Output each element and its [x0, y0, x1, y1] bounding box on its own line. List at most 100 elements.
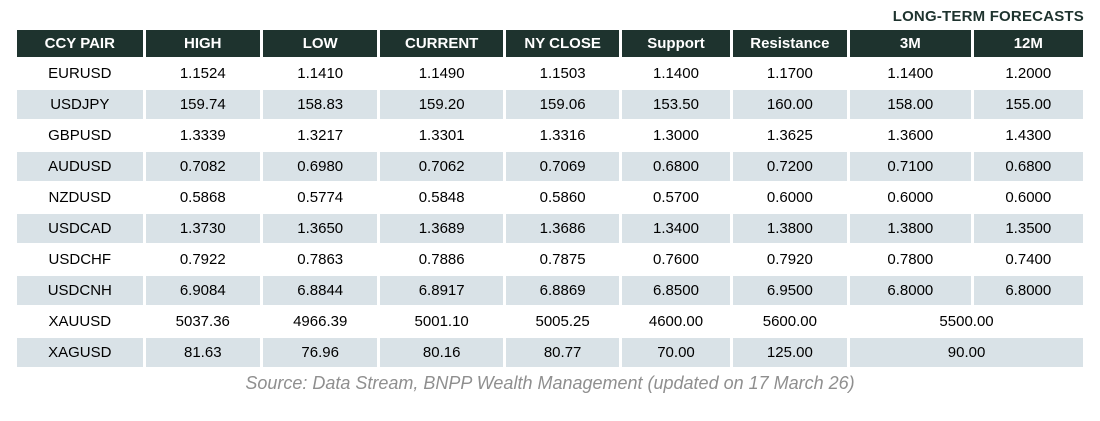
cell-12m: 0.6800	[973, 152, 1083, 181]
cell-current: 1.1490	[380, 59, 503, 88]
cell-ny-close: 0.7069	[505, 152, 620, 181]
cell-pair: NZDUSD	[17, 183, 143, 212]
banner-row: LONG-TERM FORECASTS	[14, 6, 1086, 28]
cell-support: 6.8500	[622, 276, 730, 305]
cell-12m: 6.8000	[973, 276, 1083, 305]
cell-resistance: 160.00	[732, 90, 848, 119]
cell-ny-close: 159.06	[505, 90, 620, 119]
cell-current: 80.16	[380, 338, 503, 367]
column-header-resistance: Resistance	[732, 30, 848, 57]
cell-3m: 1.1400	[850, 59, 971, 88]
cell-12m: 0.7400	[973, 245, 1083, 274]
cell-resistance: 5600.00	[732, 307, 848, 336]
cell-low: 1.1410	[262, 59, 378, 88]
cell-current: 1.3689	[380, 214, 503, 243]
cell-current: 1.3301	[380, 121, 503, 150]
cell-12m: 155.00	[973, 90, 1083, 119]
column-header-low: LOW	[262, 30, 378, 57]
cell-3m: 6.8000	[850, 276, 971, 305]
cell-low: 76.96	[262, 338, 378, 367]
cell-support: 1.3400	[622, 214, 730, 243]
cell-high: 81.63	[145, 338, 260, 367]
column-header-current: CURRENT	[380, 30, 503, 57]
header-row: CCY PAIR HIGH LOW CURRENT NY CLOSE Suppo…	[17, 30, 1083, 57]
cell-low: 0.5774	[262, 183, 378, 212]
cell-resistance: 125.00	[732, 338, 848, 367]
cell-high: 5037.36	[145, 307, 260, 336]
cell-12m: 0.6000	[973, 183, 1083, 212]
cell-low: 1.3650	[262, 214, 378, 243]
cell-high: 1.3730	[145, 214, 260, 243]
cell-ny-close: 1.1503	[505, 59, 620, 88]
column-header-3m: 3M	[850, 30, 971, 57]
cell-3m: 158.00	[850, 90, 971, 119]
cell-support: 0.6800	[622, 152, 730, 181]
cell-ny-close: 0.5860	[505, 183, 620, 212]
cell-forecast-merged: 5500.00	[850, 307, 1083, 336]
column-header-high: HIGH	[145, 30, 260, 57]
cell-high: 6.9084	[145, 276, 260, 305]
cell-support: 0.7600	[622, 245, 730, 274]
cell-low: 0.7863	[262, 245, 378, 274]
cell-low: 0.6980	[262, 152, 378, 181]
cell-pair: XAUUSD	[17, 307, 143, 336]
column-header-12m: 12M	[973, 30, 1083, 57]
table-body: EURUSD 1.1524 1.1410 1.1490 1.1503 1.140…	[17, 59, 1083, 367]
cell-pair: USDCAD	[17, 214, 143, 243]
table-row-usdcnh: USDCNH 6.9084 6.8844 6.8917 6.8869 6.850…	[17, 276, 1083, 305]
cell-current: 5001.10	[380, 307, 503, 336]
table-header: CCY PAIR HIGH LOW CURRENT NY CLOSE Suppo…	[17, 30, 1083, 57]
cell-resistance: 0.6000	[732, 183, 848, 212]
cell-support: 4600.00	[622, 307, 730, 336]
cell-current: 0.5848	[380, 183, 503, 212]
table-row-gbpusd: GBPUSD 1.3339 1.3217 1.3301 1.3316 1.300…	[17, 121, 1083, 150]
table-row-usdchf: USDCHF 0.7922 0.7863 0.7886 0.7875 0.760…	[17, 245, 1083, 274]
cell-high: 0.7082	[145, 152, 260, 181]
cell-3m: 0.6000	[850, 183, 971, 212]
cell-ny-close: 0.7875	[505, 245, 620, 274]
cell-current: 159.20	[380, 90, 503, 119]
cell-3m: 0.7800	[850, 245, 971, 274]
cell-forecast-merged: 90.00	[850, 338, 1083, 367]
cell-3m: 1.3800	[850, 214, 971, 243]
cell-3m: 1.3600	[850, 121, 971, 150]
cell-current: 0.7062	[380, 152, 503, 181]
cell-pair: AUDUSD	[17, 152, 143, 181]
cell-support: 1.3000	[622, 121, 730, 150]
cell-ny-close: 6.8869	[505, 276, 620, 305]
cell-low: 6.8844	[262, 276, 378, 305]
cell-ny-close: 80.77	[505, 338, 620, 367]
cell-3m: 0.7100	[850, 152, 971, 181]
cell-current: 0.7886	[380, 245, 503, 274]
cell-high: 0.7922	[145, 245, 260, 274]
cell-support: 153.50	[622, 90, 730, 119]
source-note: Source: Data Stream, BNPP Wealth Managem…	[245, 373, 855, 393]
table-row-usdjpy: USDJPY 159.74 158.83 159.20 159.06 153.5…	[17, 90, 1083, 119]
cell-low: 4966.39	[262, 307, 378, 336]
long-term-forecasts-label: LONG-TERM FORECASTS	[892, 8, 1084, 25]
cell-resistance: 6.9500	[732, 276, 848, 305]
cell-pair: USDCNH	[17, 276, 143, 305]
column-header-ny-close: NY CLOSE	[505, 30, 620, 57]
fx-forecast-table: CCY PAIR HIGH LOW CURRENT NY CLOSE Suppo…	[14, 28, 1086, 369]
cell-resistance: 1.1700	[732, 59, 848, 88]
cell-resistance: 1.3800	[732, 214, 848, 243]
cell-ny-close: 1.3686	[505, 214, 620, 243]
cell-ny-close: 1.3316	[505, 121, 620, 150]
cell-high: 0.5868	[145, 183, 260, 212]
table-row-audusd: AUDUSD 0.7082 0.6980 0.7062 0.7069 0.680…	[17, 152, 1083, 181]
cell-pair: XAGUSD	[17, 338, 143, 367]
cell-12m: 1.4300	[973, 121, 1083, 150]
cell-low: 158.83	[262, 90, 378, 119]
cell-pair: USDCHF	[17, 245, 143, 274]
table-row-nzdusd: NZDUSD 0.5868 0.5774 0.5848 0.5860 0.570…	[17, 183, 1083, 212]
cell-high: 1.3339	[145, 121, 260, 150]
table-row-xauusd: XAUUSD 5037.36 4966.39 5001.10 5005.25 4…	[17, 307, 1083, 336]
table-row-usdcad: USDCAD 1.3730 1.3650 1.3689 1.3686 1.340…	[17, 214, 1083, 243]
cell-12m: 1.3500	[973, 214, 1083, 243]
table-row-eurusd: EURUSD 1.1524 1.1410 1.1490 1.1503 1.140…	[17, 59, 1083, 88]
cell-ny-close: 5005.25	[505, 307, 620, 336]
cell-support: 70.00	[622, 338, 730, 367]
cell-high: 159.74	[145, 90, 260, 119]
